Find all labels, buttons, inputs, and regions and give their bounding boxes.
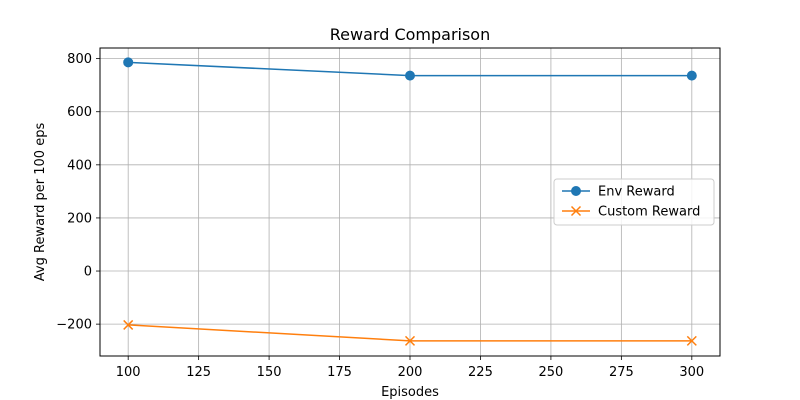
x-tick-label: 200 xyxy=(398,365,423,380)
x-marker-stroke xyxy=(570,205,582,217)
legend-entry-env-reward: Env Reward xyxy=(562,185,675,200)
x-tick-label: 225 xyxy=(468,365,493,380)
x-tick-label: 100 xyxy=(116,365,141,380)
env-reward-point xyxy=(405,70,415,81)
env-reward-point xyxy=(686,70,697,81)
x-tick-label: 250 xyxy=(538,365,563,380)
y-axis: −200 0 200 400 600 800 xyxy=(56,52,100,333)
legend-marker xyxy=(570,205,582,217)
x-marker-stroke xyxy=(123,319,134,330)
custom-reward-point xyxy=(686,335,697,346)
y-tick-label: 0 xyxy=(84,265,92,280)
chart-title: Reward Comparison xyxy=(330,25,490,44)
y-tick-label: 800 xyxy=(67,52,92,67)
y-tick-label: 400 xyxy=(67,158,92,173)
custom-reward-point xyxy=(123,319,134,330)
series-layer xyxy=(123,57,697,346)
legend: Env Reward Custom Reward xyxy=(553,178,715,226)
y-tick-label: 200 xyxy=(67,211,92,226)
legend-box xyxy=(553,178,715,226)
env-reward-point xyxy=(123,57,134,68)
y-tick-label: 600 xyxy=(67,105,92,120)
legend-entry-custom-reward: Custom Reward xyxy=(562,205,700,220)
x-marker-stroke xyxy=(404,335,416,346)
x-axis: 100 125 150 175 200 225 250 275 300 xyxy=(116,356,704,380)
x-tick-label: 275 xyxy=(609,365,634,380)
x-tick-label: 125 xyxy=(186,365,211,380)
x-axis-label: Episodes xyxy=(381,385,439,400)
legend-label: Custom Reward xyxy=(598,205,700,220)
grid xyxy=(100,48,720,356)
x-tick-label: 300 xyxy=(679,365,704,380)
y-tick-label: −200 xyxy=(56,318,92,333)
custom-reward-point xyxy=(404,335,416,346)
y-axis-label: Avg Reward per 100 eps xyxy=(33,123,48,282)
legend-marker xyxy=(571,186,581,196)
legend-label: Env Reward xyxy=(598,185,675,200)
x-marker-stroke xyxy=(686,335,697,346)
x-tick-label: 175 xyxy=(327,365,352,380)
x-tick-label: 150 xyxy=(257,365,282,380)
